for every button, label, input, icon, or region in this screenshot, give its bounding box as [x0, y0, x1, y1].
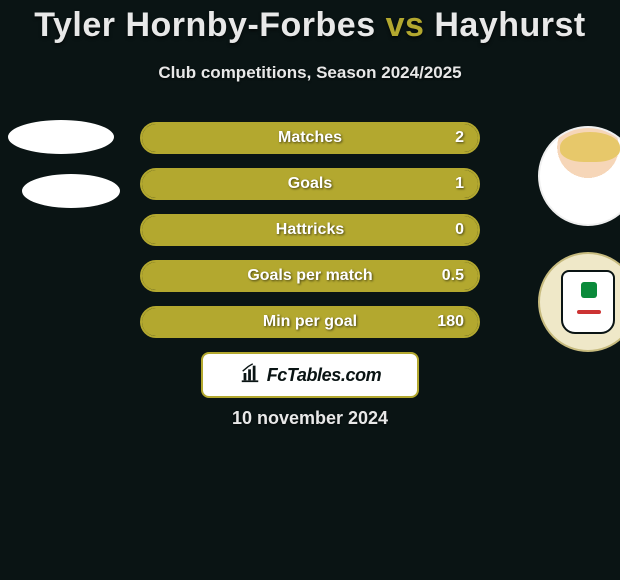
stat-row-hattricks: Hattricks 0	[140, 214, 480, 246]
title-player-a: Tyler Hornby-Forbes	[34, 6, 375, 44]
title-vs: vs	[386, 6, 425, 44]
team-b-badge	[538, 252, 620, 352]
crest-shield-icon	[561, 270, 615, 334]
page-title: Tyler Hornby-Forbes vs Hayhurst	[0, 0, 620, 45]
player-a-avatar	[8, 120, 114, 154]
player-b-avatar	[538, 126, 620, 226]
date: 10 november 2024	[232, 408, 388, 429]
stat-row-goals-per-match: Goals per match 0.5	[140, 260, 480, 292]
bar-chart-icon	[239, 362, 261, 389]
stats-block: Matches 2 Goals 1 Hattricks 0 Goals per …	[140, 122, 480, 352]
stat-row-min-per-goal: Min per goal 180	[140, 306, 480, 338]
stat-value: 0	[455, 221, 464, 239]
title-player-b: Hayhurst	[434, 6, 585, 44]
stat-label: Hattricks	[276, 221, 344, 239]
stat-value: 1	[455, 175, 464, 193]
team-a-badge	[22, 174, 120, 208]
watermark[interactable]: FcTables.com	[201, 352, 419, 398]
subtitle: Club competitions, Season 2024/2025	[0, 63, 620, 83]
stat-label: Matches	[278, 129, 342, 147]
stat-label: Goals per match	[247, 267, 372, 285]
stat-value: 180	[437, 313, 464, 331]
stat-row-matches: Matches 2	[140, 122, 480, 154]
stat-value: 2	[455, 129, 464, 147]
stat-value: 0.5	[442, 267, 464, 285]
stat-label: Min per goal	[263, 313, 357, 331]
stat-label: Goals	[288, 175, 332, 193]
stat-row-goals: Goals 1	[140, 168, 480, 200]
watermark-text: FcTables.com	[267, 365, 382, 386]
